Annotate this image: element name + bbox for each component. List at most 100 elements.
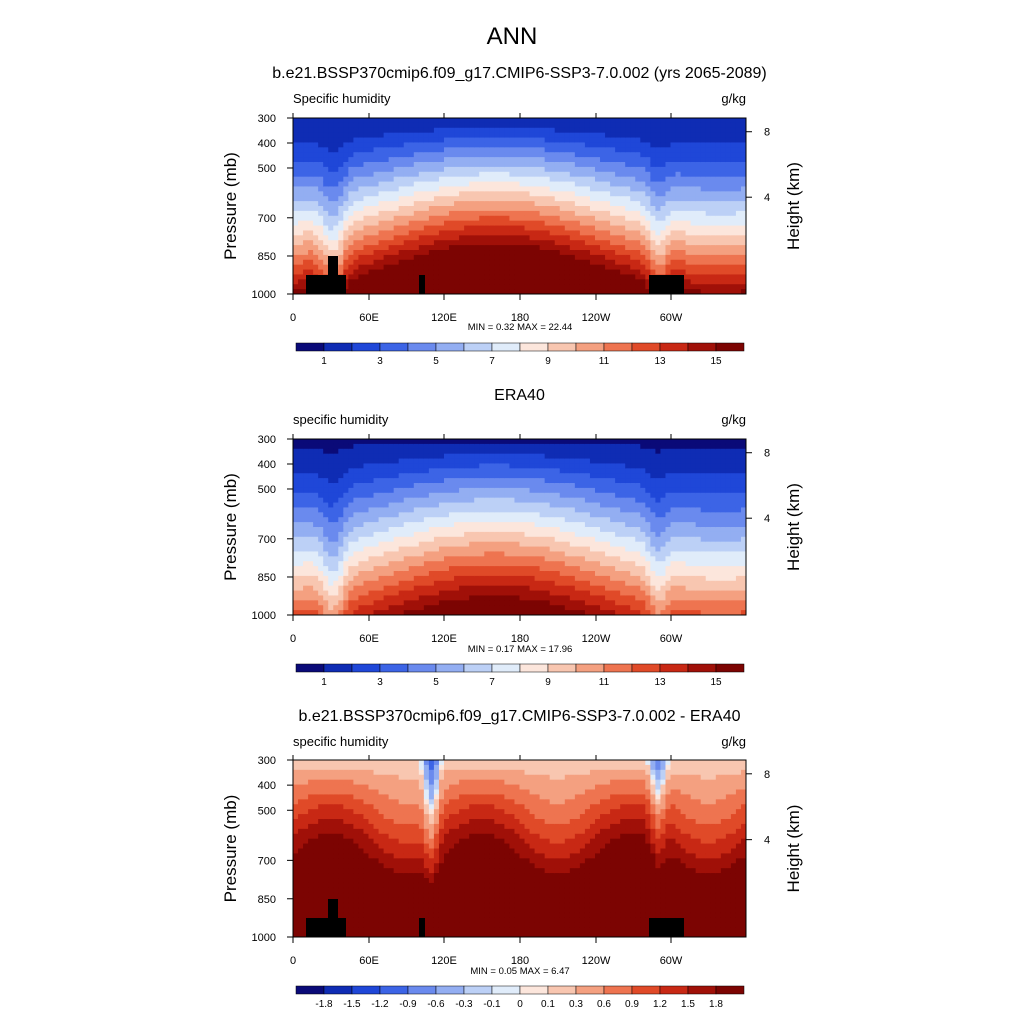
- contour-cell: [323, 162, 329, 168]
- contour-cell: [509, 259, 516, 266]
- contour-cell: [695, 235, 702, 241]
- contour-cell: [680, 147, 687, 153]
- contour-cell: [665, 264, 672, 271]
- contour-cell: [303, 439, 309, 445]
- contour-cell: [373, 492, 380, 499]
- contour-cell: [630, 215, 636, 222]
- contour-cell: [293, 191, 299, 197]
- contour-cell: [489, 551, 495, 557]
- contour-cell: [504, 142, 511, 148]
- contour-cell: [524, 269, 531, 276]
- contour-cell: [484, 264, 490, 271]
- contour-cell: [358, 527, 365, 533]
- contour-cell: [454, 250, 460, 256]
- contour-cell: [549, 181, 556, 188]
- contour-cell: [433, 527, 440, 533]
- contour-cell: [544, 289, 551, 294]
- contour-cell: [408, 127, 415, 134]
- contour-cell: [625, 118, 631, 124]
- contour-cell: [459, 497, 465, 504]
- contour-cell: [645, 127, 651, 134]
- contour-cell: [519, 590, 526, 597]
- contour-cell: [469, 245, 475, 251]
- contour-cell: [308, 240, 314, 246]
- contour-cell: [559, 259, 566, 266]
- contour-cell: [650, 259, 656, 266]
- contour-cell: [499, 122, 505, 129]
- contour-cell: [318, 502, 324, 509]
- contour-cell: [388, 595, 395, 601]
- contour-cell: [433, 230, 440, 236]
- contour-cell: [690, 259, 697, 266]
- contour-cell: [363, 605, 370, 611]
- contour-cell: [589, 245, 596, 251]
- contour-cell: [343, 605, 349, 611]
- contour-cell: [469, 443, 475, 450]
- contour-cell: [464, 546, 470, 553]
- contour-cell: [438, 269, 445, 276]
- contour-cell: [499, 259, 505, 266]
- contour-cell: [489, 118, 495, 124]
- contour-cell: [574, 289, 581, 294]
- contour-cell: [423, 176, 430, 183]
- contour-cell: [489, 590, 495, 597]
- contour-cell: [584, 162, 591, 168]
- contour-cell: [595, 162, 601, 168]
- contour-cell: [363, 206, 370, 212]
- contour-cell: [459, 289, 465, 294]
- contour-cell: [610, 274, 616, 280]
- contour-cell: [660, 220, 667, 227]
- contour-cell: [348, 522, 354, 528]
- contour-cell: [675, 157, 682, 163]
- contour-cell: [645, 245, 651, 251]
- contour-cell: [640, 118, 646, 124]
- contour-cell: [408, 453, 415, 460]
- contour-cell: [539, 225, 546, 232]
- contour-cell: [635, 147, 641, 153]
- contour-cell: [293, 289, 299, 294]
- contour-cell: [403, 483, 410, 489]
- contour-cell: [645, 279, 651, 285]
- contour-cell: [720, 127, 727, 134]
- contour-cell: [740, 166, 746, 173]
- contour-cell: [615, 220, 621, 227]
- contour-cell: [428, 439, 435, 445]
- contour-cell: [388, 269, 395, 276]
- contour-cell: [514, 566, 521, 572]
- contour-cell: [695, 220, 702, 227]
- contour-cell: [514, 443, 521, 450]
- contour-cell: [474, 575, 480, 582]
- contour-cell: [338, 147, 344, 153]
- contour-cell: [428, 541, 435, 548]
- contour-cell: [509, 473, 516, 479]
- contour-cell: [368, 162, 375, 168]
- contour-cell: [328, 551, 334, 557]
- contour-cell: [313, 152, 319, 158]
- contour-cell: [343, 127, 349, 134]
- contour-cell: [620, 259, 626, 266]
- contour-cell: [524, 235, 531, 241]
- contour-cell: [398, 127, 405, 134]
- contour-cell: [715, 201, 722, 207]
- contour-cell: [615, 245, 621, 251]
- contour-cell: [368, 157, 375, 163]
- contour-cell: [499, 137, 505, 144]
- contour-cell: [373, 556, 380, 562]
- contour-cell: [353, 171, 360, 178]
- contour-cell: [509, 210, 516, 217]
- contour-cell: [529, 210, 536, 217]
- contour-cell: [298, 147, 304, 153]
- contour-cell: [514, 556, 521, 562]
- contour-cell: [620, 269, 626, 276]
- contour-cell: [595, 137, 601, 144]
- contour-cell: [730, 215, 737, 222]
- contour-cell: [519, 536, 526, 543]
- contour-cell: [328, 443, 334, 450]
- contour-cell: [519, 566, 526, 572]
- contour-cell: [584, 191, 591, 197]
- contour-cell: [630, 225, 636, 232]
- contour-cell: [373, 531, 380, 538]
- contour-cell: [368, 220, 375, 227]
- contour-cell: [650, 122, 656, 129]
- contour-cell: [403, 507, 410, 513]
